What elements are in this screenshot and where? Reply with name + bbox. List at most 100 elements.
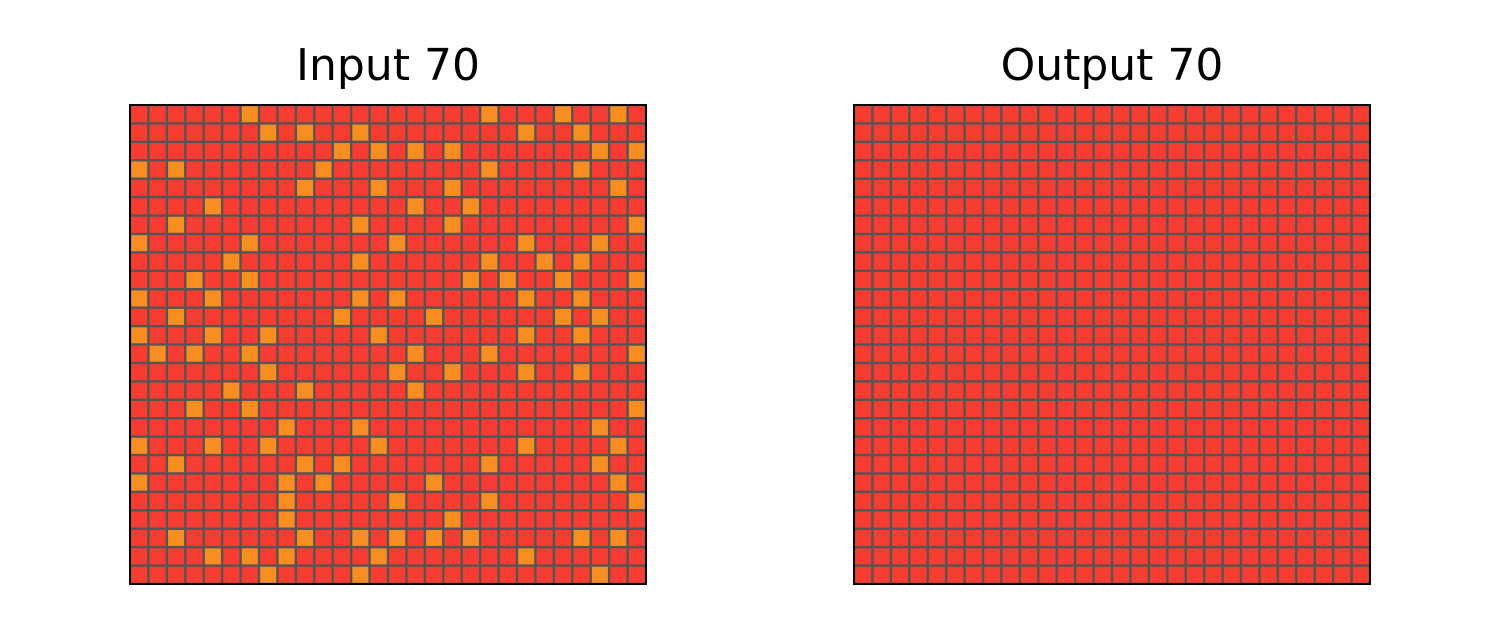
grid-cell-red — [481, 216, 498, 233]
grid-cell-red — [855, 400, 872, 417]
grid-cell-red — [1150, 529, 1167, 546]
grid-cell-red — [241, 124, 258, 141]
grid-cell-red — [1334, 382, 1351, 399]
grid-cell-red — [1205, 290, 1222, 307]
grid-cell-red — [1315, 308, 1332, 325]
grid-cell-red — [965, 364, 982, 381]
grid-cell-red — [241, 456, 258, 473]
grid-cell-red — [965, 106, 982, 123]
grid-cell-red — [168, 364, 185, 381]
grid-cell-red — [204, 511, 221, 528]
grid-cell-red — [426, 216, 443, 233]
grid-cell-red — [426, 511, 443, 528]
grid-cell-red — [186, 253, 203, 270]
grid-cell-red — [1352, 198, 1369, 215]
grid-cell-red — [965, 290, 982, 307]
grid-cell-red — [1057, 179, 1074, 196]
grid-cell-red — [462, 382, 479, 399]
grid-cell-red — [1131, 308, 1148, 325]
grid-cell-red — [1168, 400, 1185, 417]
grid-cell-red — [241, 327, 258, 344]
grid-cell-red — [855, 253, 872, 270]
grid-cell-red — [610, 253, 627, 270]
grid-cell-red — [536, 216, 553, 233]
grid-cell-red — [1076, 419, 1093, 436]
grid-cell-red — [610, 493, 627, 510]
grid-cell-red — [965, 437, 982, 454]
grid-cell-red — [352, 327, 369, 344]
grid-cell-red — [1057, 161, 1074, 178]
grid-cell-red — [186, 419, 203, 436]
grid-cell-red — [260, 235, 277, 252]
grid-cell-red — [1279, 308, 1296, 325]
grid-cell-red — [610, 272, 627, 289]
grid-cell-red — [186, 143, 203, 160]
grid-cell-red — [352, 143, 369, 160]
grid-cell-red — [333, 548, 350, 565]
grid-cell-red — [333, 566, 350, 583]
grid-cell-red — [555, 493, 572, 510]
grid-cell-red — [315, 124, 332, 141]
grid-cell-red — [873, 161, 890, 178]
grid-cell-red — [131, 456, 148, 473]
grid-cell-red — [223, 235, 240, 252]
grid-cell-red — [1057, 198, 1074, 215]
grid-cell-red — [370, 364, 387, 381]
grid-cell-red — [591, 400, 608, 417]
grid-cell-red — [149, 327, 166, 344]
grid-cell-orange — [131, 290, 148, 307]
grid-cell-red — [204, 529, 221, 546]
grid-cell-red — [555, 456, 572, 473]
grid-cell-orange — [407, 382, 424, 399]
grid-cell-red — [297, 253, 314, 270]
grid-cell-orange — [352, 253, 369, 270]
grid-cell-red — [1131, 198, 1148, 215]
grid-cell-red — [536, 235, 553, 252]
grid-cell-red — [1242, 437, 1259, 454]
grid-cell-red — [462, 253, 479, 270]
grid-cell-red — [1113, 198, 1130, 215]
grid-cell-red — [1168, 437, 1185, 454]
grid-cell-red — [462, 474, 479, 491]
grid-cell-red — [278, 456, 295, 473]
grid-cell-orange — [241, 400, 258, 417]
grid-cell-red — [591, 106, 608, 123]
grid-cell-orange — [297, 124, 314, 141]
grid-cell-red — [389, 327, 406, 344]
grid-cell-red — [947, 106, 964, 123]
grid-cell-red — [499, 456, 516, 473]
grid-cell-red — [1315, 106, 1332, 123]
grid-cell-red — [426, 566, 443, 583]
grid-cell-orange — [260, 364, 277, 381]
grid-cell-red — [892, 143, 909, 160]
grid-cell-red — [241, 419, 258, 436]
grid-cell-red — [1260, 382, 1277, 399]
grid-cell-red — [910, 419, 927, 436]
grid-cell-red — [1279, 382, 1296, 399]
grid-cell-red — [1297, 345, 1314, 362]
grid-cell-red — [1242, 235, 1259, 252]
grid-cell-red — [892, 419, 909, 436]
grid-cell-red — [1076, 566, 1093, 583]
grid-cell-orange — [628, 400, 645, 417]
grid-cell-red — [389, 548, 406, 565]
grid-cell-red — [1279, 511, 1296, 528]
grid-cell-red — [223, 216, 240, 233]
grid-cell-red — [1352, 143, 1369, 160]
grid-cell-red — [1057, 400, 1074, 417]
grid-cell-red — [910, 364, 927, 381]
grid-cell-orange — [591, 143, 608, 160]
grid-cell-red — [947, 327, 964, 344]
grid-frame — [129, 104, 647, 585]
grid-cell-red — [370, 161, 387, 178]
grid-cell-red — [223, 290, 240, 307]
grid-cell-red — [131, 198, 148, 215]
grid-cell-red — [1260, 529, 1277, 546]
grid-cell-red — [1260, 548, 1277, 565]
grid-cell-orange — [260, 437, 277, 454]
grid-cell-red — [499, 548, 516, 565]
grid-cell-red — [333, 345, 350, 362]
grid-cell-orange — [204, 327, 221, 344]
grid-cell-red — [910, 143, 927, 160]
grid-cell-red — [1057, 308, 1074, 325]
